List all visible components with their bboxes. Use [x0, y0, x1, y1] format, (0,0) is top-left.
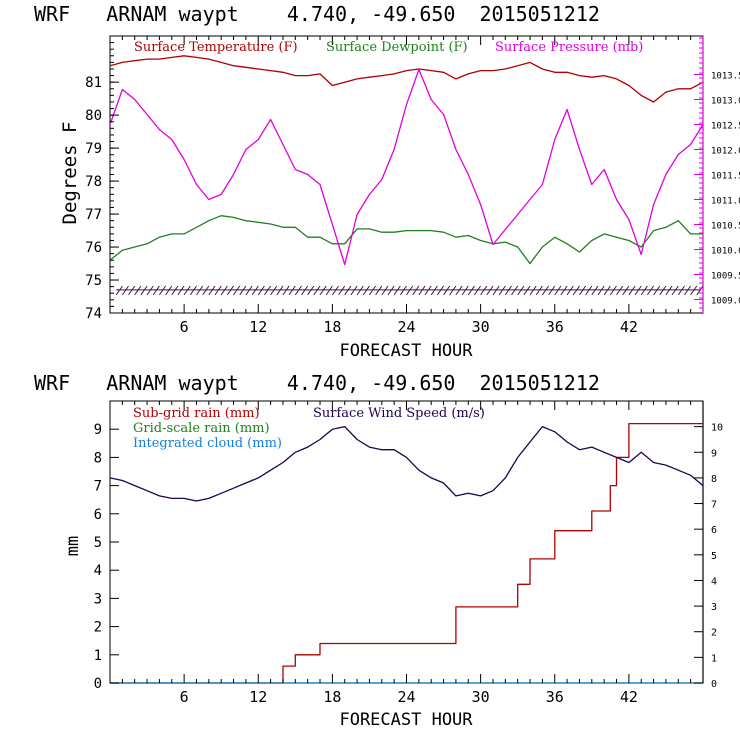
series-surface-pressure-mb — [109, 68, 704, 266]
chart1-frame — [109, 35, 704, 314]
chart2-series — [109, 422, 704, 684]
series-surface-wind-speed-m-s — [109, 425, 704, 502]
y2-tick-label: 1010.5 — [711, 222, 740, 232]
x-tick-label: 24 — [397, 318, 415, 336]
y2-tick-label: 7 — [711, 500, 717, 511]
chart2-title: WRF ARNAM waypt 4.740, -49.650 201505121… — [34, 371, 600, 395]
legend-subgrid-rain: Sub-grid rain (mm) — [133, 406, 260, 421]
series-surface-dewpoint-f — [109, 215, 703, 265]
x-tick-label: 42 — [620, 688, 638, 706]
wind-barbs — [115, 285, 704, 296]
x-tick-label: 24 — [397, 688, 415, 706]
legend-pressure: Surface Pressure (mb) — [495, 40, 643, 55]
y2-tick-label: 1009.0 — [711, 297, 740, 307]
y-tick-label: 9 — [94, 422, 102, 438]
y2-tick-label: 2 — [711, 628, 717, 639]
legend-gridscale-rain: Grid-scale rain (mm) — [133, 421, 270, 436]
chart2-ylabel: mm — [63, 536, 83, 556]
y-tick-label: 81 — [85, 75, 102, 91]
y-tick-label: 74 — [85, 306, 102, 322]
y-tick-label: 8 — [94, 450, 102, 466]
y2-tick-label: 0 — [711, 679, 717, 690]
x-tick-label: 30 — [472, 688, 490, 706]
y-tick-label: 7 — [94, 479, 102, 495]
y-tick-label: 1 — [94, 648, 102, 664]
x-tick-label: 18 — [323, 318, 341, 336]
chart1-title: WRF ARNAM waypt 4.740, -49.650 201505121… — [34, 2, 600, 26]
chart1-ylabel: Degrees F — [59, 122, 81, 225]
y2-tick-label: 1012.5 — [711, 122, 740, 132]
legend-integrated-cloud: Integrated cloud (mm) — [133, 436, 282, 451]
y-tick-label: 0 — [94, 676, 102, 692]
y2-tick-label: 3 — [711, 602, 717, 613]
y2-tick-label: 9 — [711, 448, 717, 459]
y2-tick-label: 1010.0 — [711, 247, 740, 257]
chart2-xlabel: FORECAST HOUR — [339, 710, 473, 730]
chart1-series — [109, 55, 704, 266]
series-sub-grid-rain-mm — [110, 422, 703, 684]
y-tick-label: 77 — [85, 207, 102, 223]
y2-tick-label: 10 — [711, 423, 723, 434]
y2-tick-label: 1013.5 — [711, 72, 740, 82]
y2-tick-label: 5 — [711, 551, 717, 562]
y-tick-label: 75 — [85, 273, 102, 289]
chart1-xlabel: FORECAST HOUR — [339, 341, 473, 361]
x-tick-label: 42 — [620, 318, 638, 336]
y-tick-label: 76 — [85, 240, 102, 256]
y-tick-label: 2 — [94, 620, 102, 636]
legend-wind-speed: Surface Wind Speed (m/s) — [313, 406, 485, 421]
series-surface-temperature-f — [109, 55, 704, 103]
y-tick-label: 80 — [85, 108, 102, 124]
y-tick-label: 6 — [94, 507, 102, 523]
x-tick-label: 6 — [180, 688, 189, 706]
y-tick-label: 78 — [85, 174, 102, 190]
legend-dewpoint: Surface Dewpoint (F) — [326, 40, 468, 55]
chart1-ticks: 6 12 18 24 30 36 42 74 75 76 77 78 79 80 81 1009.0 1009.… — [85, 36, 740, 336]
y2-tick-label: 1011.5 — [711, 172, 740, 182]
plot-frame — [109, 35, 704, 314]
y2-tick-label: 1009.5 — [711, 272, 740, 282]
wind-barb-lines — [115, 285, 704, 296]
y2-tick-label: 1012.0 — [711, 147, 740, 157]
legend-temperature: Surface Temperature (F) — [134, 40, 298, 55]
y2-tick-label: 1011.0 — [711, 197, 740, 207]
y-tick-label: 79 — [85, 141, 102, 157]
y-tick-label: 3 — [94, 591, 102, 607]
y-tick-label: 4 — [94, 563, 102, 579]
x-tick-label: 18 — [323, 688, 341, 706]
y2-tick-label: 8 — [711, 474, 717, 485]
y-tick-label: 5 — [94, 535, 102, 551]
y2-tick-label: 4 — [711, 576, 717, 587]
x-tick-label: 12 — [249, 688, 267, 706]
x-tick-label: 12 — [249, 318, 267, 336]
x-tick-label: 36 — [546, 688, 564, 706]
x-tick-label: 6 — [180, 318, 189, 336]
x-tick-label: 36 — [546, 318, 564, 336]
y2-tick-label: 1 — [711, 653, 717, 664]
x-tick-label: 30 — [472, 318, 490, 336]
y2-tick-label: 6 — [711, 525, 717, 536]
meteogram-temperature-chart: 6 12 18 24 30 36 42 74 75 76 77 78 79 80 81 1009.0 1009.… — [34, 2, 740, 361]
y2-tick-label: 1013.0 — [711, 97, 740, 107]
